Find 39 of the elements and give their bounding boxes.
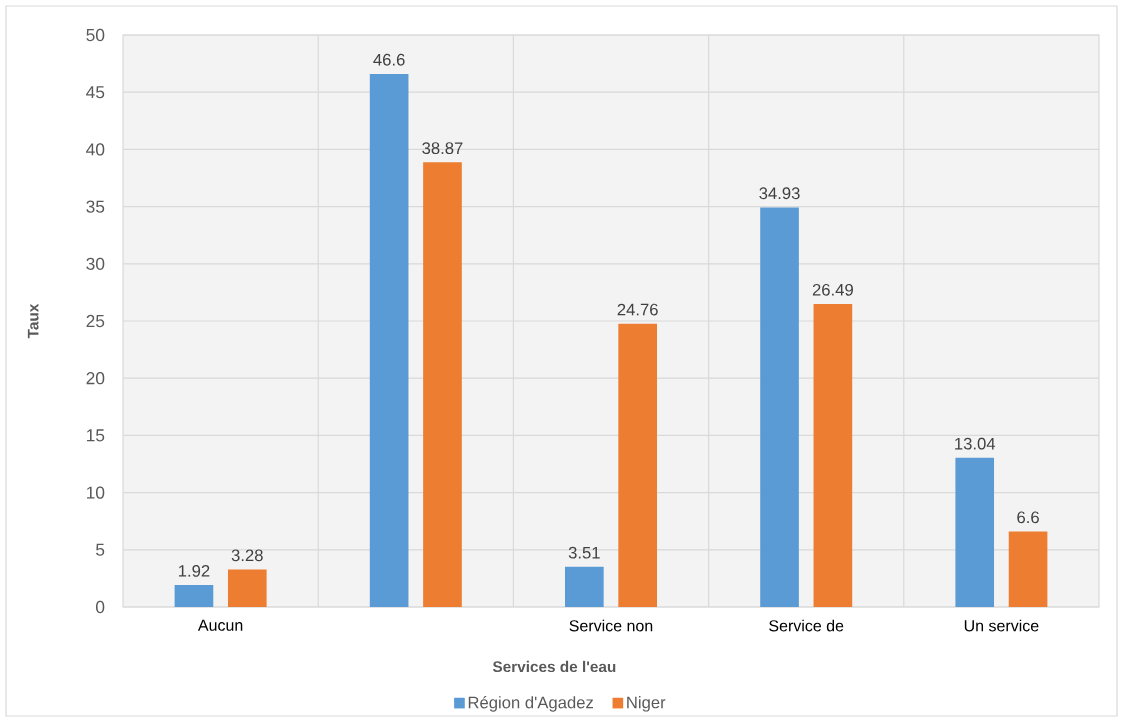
y-tick-label: 5 bbox=[96, 543, 105, 556]
bar bbox=[565, 566, 604, 607]
data-label: 13.04 bbox=[955, 437, 996, 450]
y-tick-label: 15 bbox=[87, 429, 105, 442]
data-label: 24.76 bbox=[617, 303, 658, 316]
bar bbox=[1008, 531, 1048, 607]
bar bbox=[369, 73, 409, 607]
x-tick-label: Service de bbox=[769, 619, 844, 632]
y-tick-label: 45 bbox=[86, 86, 105, 99]
y-tick-label: 40 bbox=[86, 143, 105, 156]
legend-label: Niger bbox=[627, 696, 666, 712]
bar bbox=[423, 162, 462, 607]
data-label: 1.92 bbox=[178, 564, 210, 577]
bar bbox=[955, 457, 995, 607]
y-tick-label: 50 bbox=[86, 28, 105, 42]
y-tick-label: 0 bbox=[95, 600, 105, 614]
legend-label: Région d'Agadez bbox=[468, 695, 593, 712]
y-tick-label: 30 bbox=[86, 257, 105, 270]
y-tick-label: 25 bbox=[86, 314, 105, 328]
bar bbox=[174, 585, 214, 607]
x-tick-label: Un service bbox=[964, 619, 1039, 632]
y-tick-label: 20 bbox=[86, 372, 105, 385]
y-tick-label: 10 bbox=[87, 486, 105, 499]
y-axis-title: Taux bbox=[27, 303, 39, 339]
data-label: 3.51 bbox=[568, 546, 600, 559]
x-axis-title: Services de l'eau bbox=[492, 660, 616, 673]
bar bbox=[227, 569, 267, 607]
bar bbox=[618, 323, 658, 607]
data-label: 34.93 bbox=[759, 187, 800, 200]
data-label: 26.49 bbox=[812, 283, 853, 296]
data-label: 46.6 bbox=[373, 53, 405, 66]
x-tick-label: Service non bbox=[569, 619, 653, 632]
data-label: 38.87 bbox=[422, 142, 463, 155]
y-tick-label: 35 bbox=[86, 200, 105, 213]
data-label: 6.6 bbox=[1017, 511, 1039, 524]
x-tick-label: Aucun bbox=[197, 619, 243, 631]
bar bbox=[813, 303, 853, 607]
bar bbox=[760, 207, 799, 607]
data-label: 3.28 bbox=[231, 549, 263, 562]
